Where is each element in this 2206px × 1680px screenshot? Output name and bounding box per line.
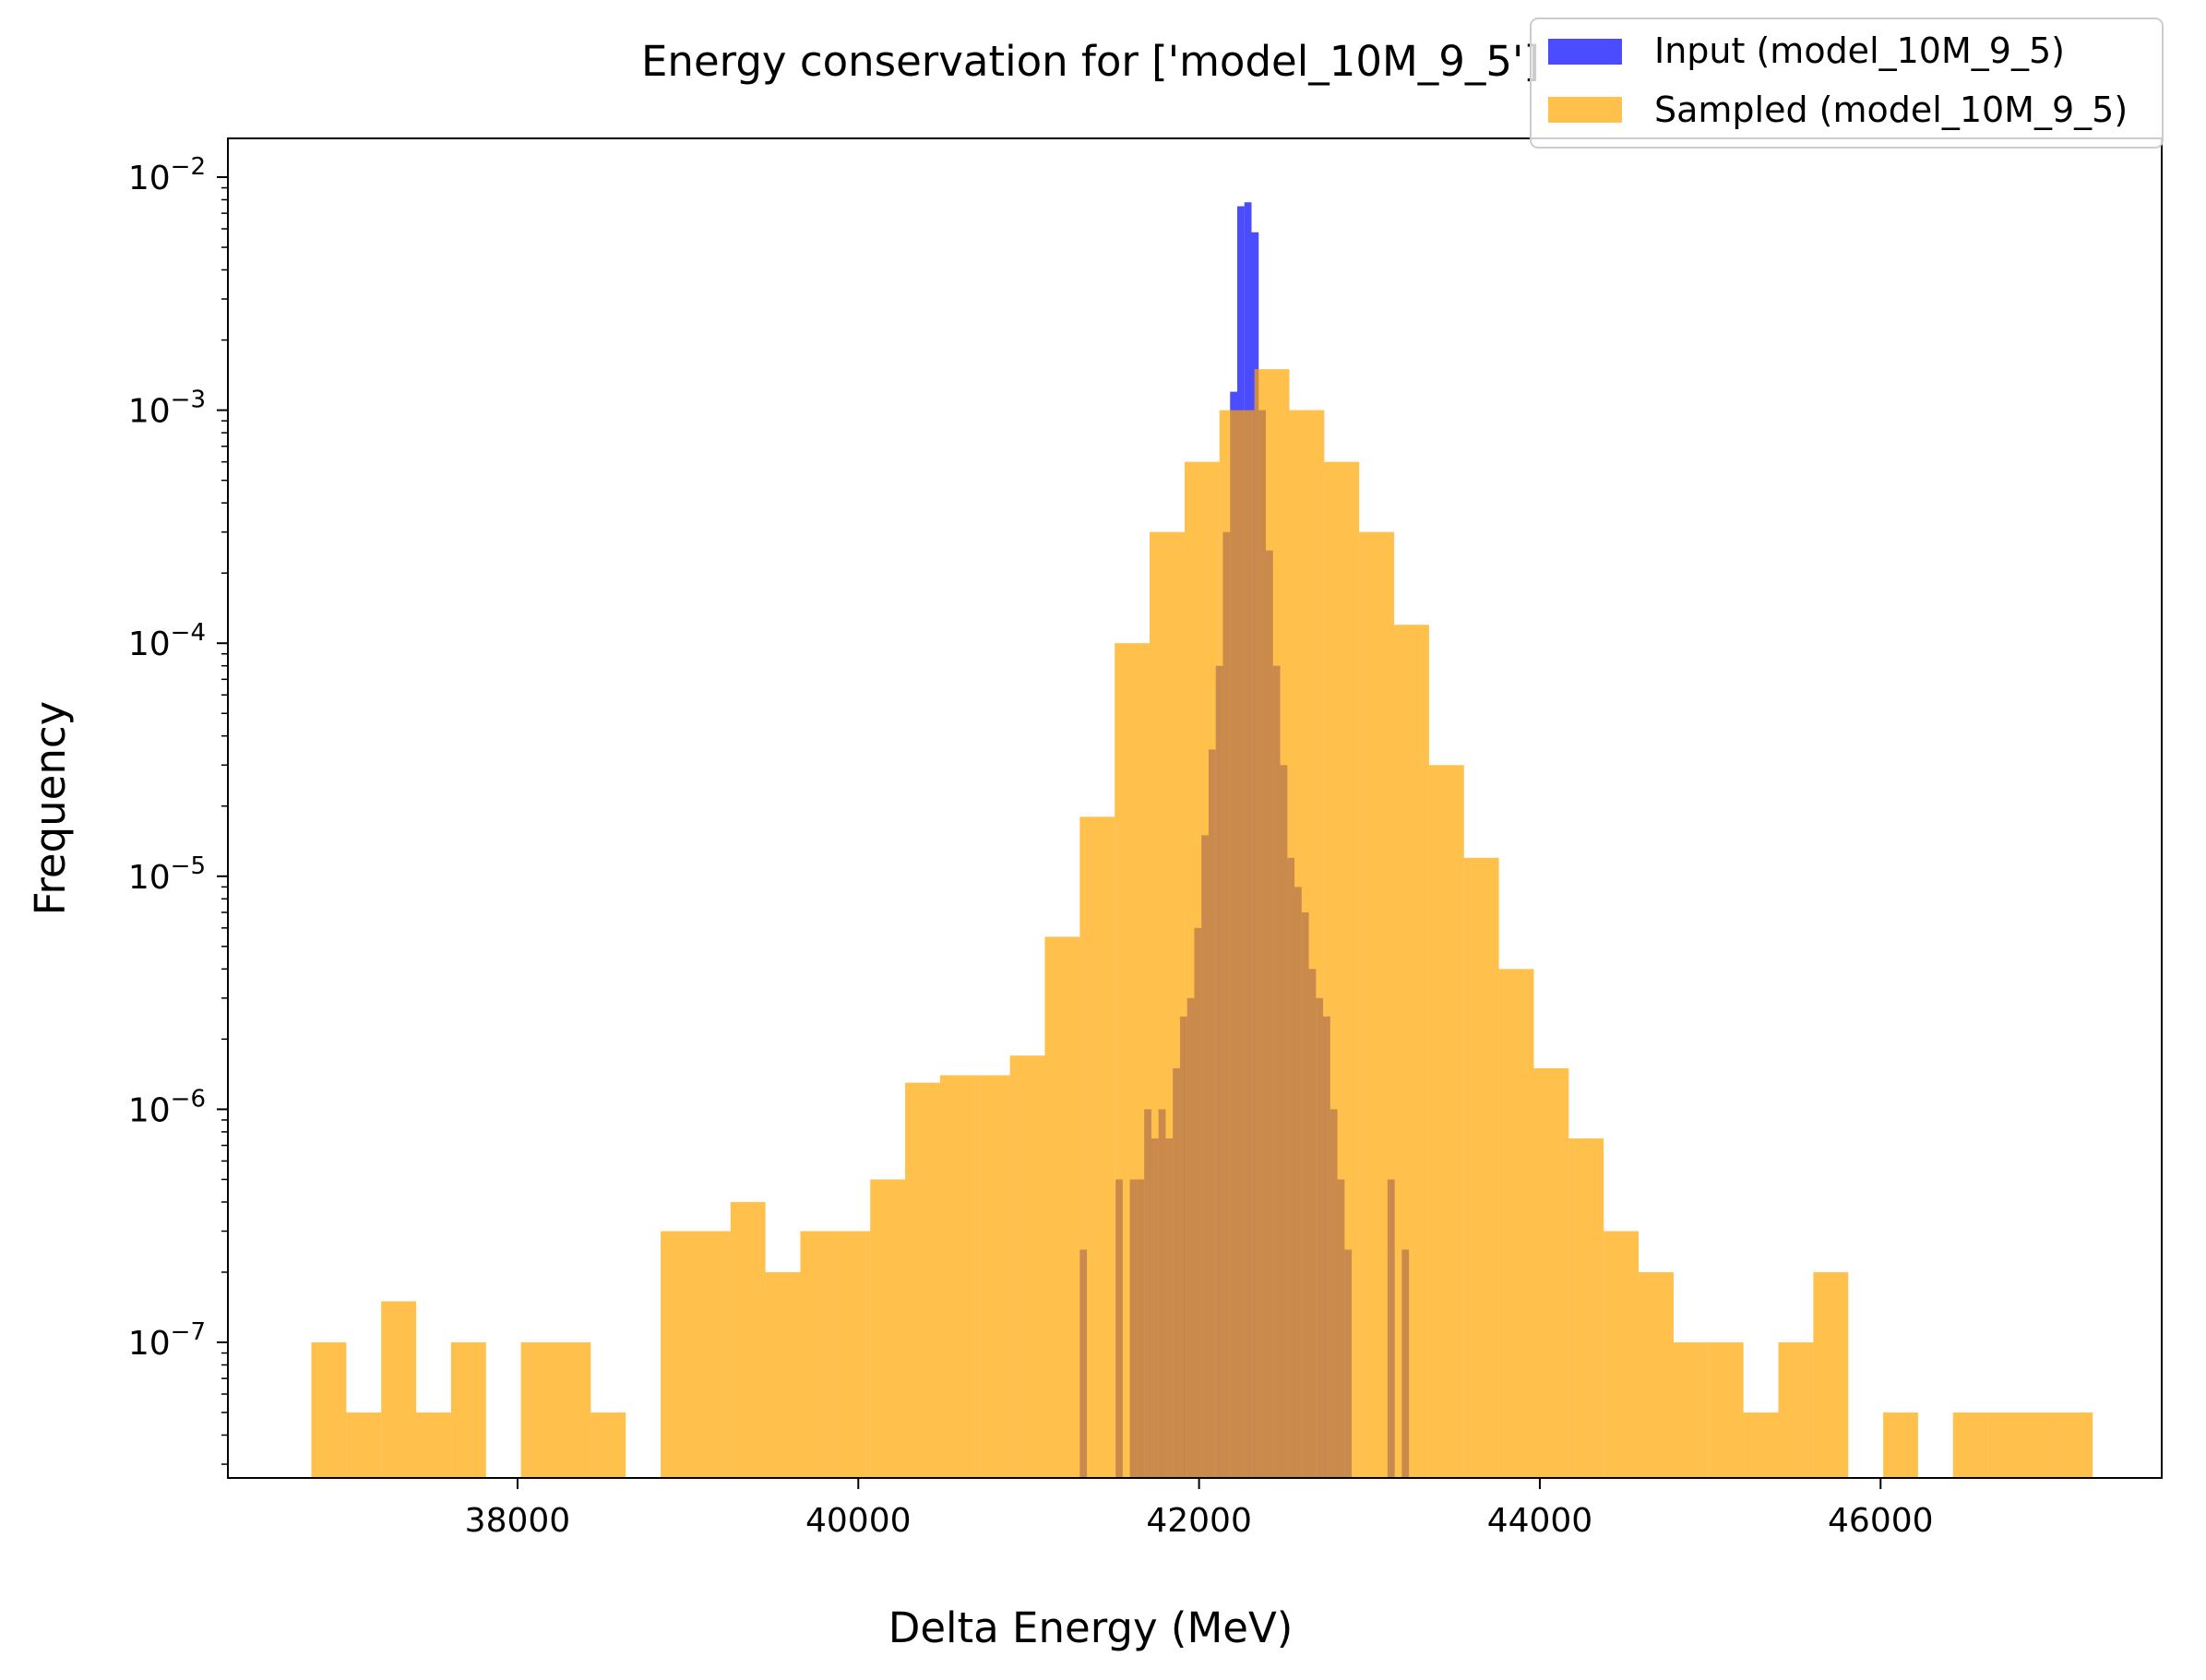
bar-sampled bbox=[1324, 461, 1360, 1478]
legend: Input (model_10M_9_5) Sampled (model_10M… bbox=[1530, 18, 2164, 149]
bar-sampled bbox=[1219, 410, 1255, 1479]
bar-sampled bbox=[661, 1231, 696, 1478]
bar-sampled bbox=[1009, 1055, 1045, 1478]
bar-sampled bbox=[1498, 969, 1534, 1478]
bar-sampled bbox=[381, 1301, 417, 1478]
bar-sampled bbox=[1463, 857, 1499, 1478]
y-axis-ticks: 10−7 10−6 10−5 10−4 10−3 10−2 bbox=[128, 153, 228, 1363]
legend-swatch-input bbox=[1548, 39, 1622, 65]
bar-sampled bbox=[1150, 531, 1185, 1478]
bar-sampled bbox=[2057, 1412, 2093, 1478]
legend-frame bbox=[1530, 18, 2164, 149]
bar-sampled bbox=[1289, 410, 1325, 1479]
bar-sampled bbox=[1533, 1067, 1569, 1478]
bar-sampled bbox=[835, 1231, 871, 1478]
y-axis-label: Frequency bbox=[26, 701, 75, 915]
legend-label-sampled: Sampled (model_10M_9_5) bbox=[1654, 89, 2128, 130]
bar-sampled bbox=[1743, 1412, 1779, 1478]
bar-sampled bbox=[416, 1412, 451, 1478]
x-tick-label: 42000 bbox=[1146, 1502, 1252, 1540]
bar-sampled bbox=[1708, 1342, 1744, 1478]
bar-sampled bbox=[1883, 1412, 1918, 1478]
chart-title: Energy conservation for ['model_10M_9_5'… bbox=[641, 37, 1540, 86]
bar-sampled bbox=[1952, 1412, 1988, 1478]
y-tick-label: 10−3 bbox=[128, 387, 206, 431]
bar-sampled bbox=[765, 1271, 801, 1478]
bar-sampled bbox=[1813, 1271, 1849, 1478]
x-tick-label: 46000 bbox=[1828, 1502, 1934, 1540]
bar-sampled bbox=[1568, 1138, 1604, 1478]
bar-sampled bbox=[1778, 1342, 1814, 1478]
bar-sampled bbox=[590, 1412, 626, 1478]
x-tick-label: 40000 bbox=[805, 1502, 912, 1540]
bar-sampled bbox=[870, 1179, 906, 1478]
y-tick-label: 10−5 bbox=[128, 852, 206, 897]
bar-sampled bbox=[1115, 643, 1151, 1478]
bar-sampled bbox=[1639, 1271, 1674, 1478]
x-axis-label: Delta Energy (MeV) bbox=[888, 1603, 1294, 1652]
bar-sampled bbox=[939, 1075, 975, 1478]
bar-sampled bbox=[905, 1082, 940, 1478]
bar-sampled bbox=[730, 1201, 766, 1478]
bar-sampled bbox=[555, 1342, 591, 1478]
bars-group bbox=[311, 202, 2093, 1479]
y-tick-label: 10−6 bbox=[128, 1085, 206, 1129]
bar-sampled bbox=[1604, 1231, 1640, 1478]
bar-sampled bbox=[346, 1412, 382, 1478]
bar-sampled bbox=[695, 1231, 731, 1478]
bar-sampled bbox=[1394, 625, 1429, 1478]
y-tick-label: 10−4 bbox=[128, 619, 206, 663]
bar-sampled bbox=[800, 1231, 836, 1478]
plot-area-frame bbox=[227, 137, 2163, 1479]
bar-sampled bbox=[311, 1342, 347, 1478]
bar-sampled bbox=[2022, 1412, 2058, 1478]
bar-sampled bbox=[1254, 369, 1290, 1478]
x-tick-label: 44000 bbox=[1487, 1502, 1593, 1540]
legend-label-input: Input (model_10M_9_5) bbox=[1654, 30, 2065, 71]
bar-sampled bbox=[974, 1075, 1010, 1478]
bar-sampled bbox=[1428, 765, 1464, 1478]
legend-swatch-sampled bbox=[1548, 97, 1622, 123]
bar-sampled bbox=[1359, 531, 1395, 1478]
y-tick-label: 10−2 bbox=[128, 153, 206, 197]
bar-sampled bbox=[1079, 816, 1115, 1478]
bar-sampled bbox=[450, 1342, 486, 1478]
x-tick-label: 38000 bbox=[465, 1502, 571, 1540]
bar-sampled bbox=[1673, 1342, 1709, 1478]
x-axis-ticks: 38000 40000 42000 44000 46000 bbox=[465, 1478, 1934, 1540]
y-tick-label: 10−7 bbox=[128, 1318, 206, 1363]
bar-sampled bbox=[1184, 461, 1220, 1478]
bar-sampled bbox=[1044, 936, 1080, 1478]
bar-sampled bbox=[520, 1342, 556, 1478]
bar-sampled bbox=[1987, 1412, 2023, 1478]
y-minor-ticks bbox=[221, 186, 228, 1465]
